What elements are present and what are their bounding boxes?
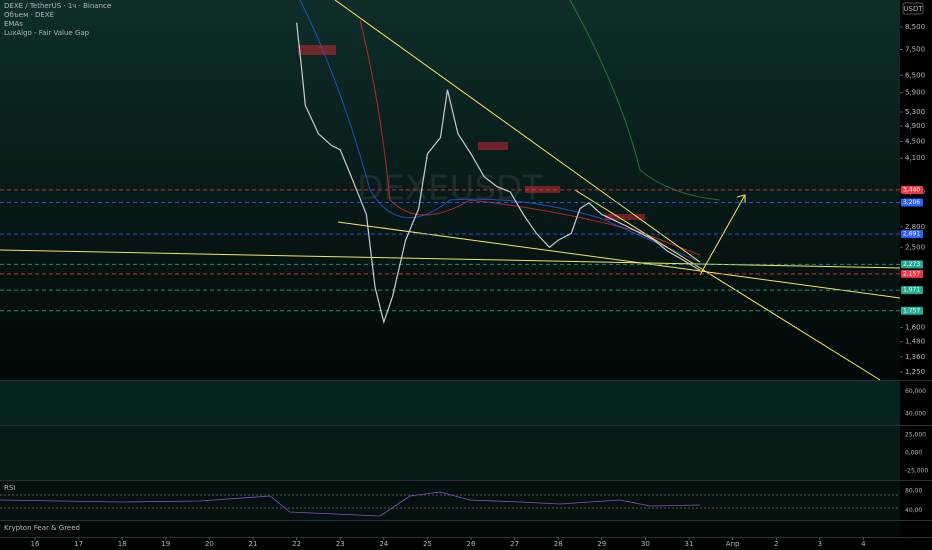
fvg-box xyxy=(478,142,508,150)
price-label: 1,250 xyxy=(905,368,925,376)
time-label: 19 xyxy=(161,540,170,548)
pane xyxy=(0,481,900,520)
price-tag xyxy=(901,230,923,239)
trend-line xyxy=(0,249,901,269)
price-label: 2,800 xyxy=(905,223,925,231)
rsi-line xyxy=(0,491,701,517)
trend-line xyxy=(337,221,901,299)
time-label: Апр xyxy=(726,540,740,548)
panel-label: Krypton Fear & Greed xyxy=(4,524,80,532)
price-label: 6,500 xyxy=(905,71,925,79)
indicator-label: EMAs xyxy=(4,20,23,28)
panel-tick-label: 40,000 xyxy=(905,410,926,417)
price-tag-label: 1,971 xyxy=(903,287,920,294)
time-label: 20 xyxy=(205,540,214,548)
price-tag xyxy=(901,269,923,278)
price-tag-label: 1,757 xyxy=(903,307,920,314)
ema-line xyxy=(299,0,701,263)
time-label: 17 xyxy=(74,540,83,548)
ema-line xyxy=(569,0,721,201)
pane xyxy=(0,521,900,537)
time-label: 28 xyxy=(554,540,563,548)
panel-label: RSI xyxy=(4,484,15,492)
trend-line xyxy=(334,0,701,263)
panel-tick-label: 80,00 xyxy=(905,487,922,494)
time-label: 30 xyxy=(641,540,650,548)
panel-tick-label: 25,000 xyxy=(905,432,926,439)
price-tag-label: 2,691 xyxy=(903,231,920,238)
currency: USDT xyxy=(903,5,923,13)
price-label: 1,600 xyxy=(905,324,925,332)
price-line xyxy=(296,22,701,325)
trend-line xyxy=(574,189,881,381)
price-label: 4,500 xyxy=(905,137,925,145)
price-tag xyxy=(901,286,923,295)
time-label: 21 xyxy=(249,540,258,548)
panel-tick-label: 60,000 xyxy=(905,388,926,395)
time-label: 3 xyxy=(818,540,822,548)
time-label: 22 xyxy=(292,540,301,548)
price-tag xyxy=(901,306,923,315)
price-label: 1,480 xyxy=(905,338,925,346)
price-tag-label: 3,440 xyxy=(903,186,920,193)
symbol-title: DEXE / TetherUS · 1ч · Binance xyxy=(4,2,111,10)
arrow xyxy=(699,194,746,276)
price-label: 2,500 xyxy=(905,243,925,251)
price-label: 1,360 xyxy=(905,353,925,361)
indicator-label: LuxAlgo - Fair Value Gap xyxy=(4,29,90,37)
price-label: 8,500 xyxy=(905,23,925,31)
time-label: 4 xyxy=(861,540,866,548)
price-label: 4,100 xyxy=(905,154,925,162)
price-tag-label: 2,157 xyxy=(903,270,920,277)
time-label: 25 xyxy=(423,540,432,548)
pane xyxy=(0,426,900,480)
ema-line xyxy=(359,19,701,256)
pane xyxy=(0,380,900,425)
watermark: DEXEUSDT xyxy=(357,169,543,209)
fvg-box xyxy=(298,45,336,55)
time-label: 16 xyxy=(31,540,40,548)
fvg-box xyxy=(605,214,645,220)
indicator-label: Объем · DEXE xyxy=(4,11,54,19)
currency-box xyxy=(902,2,924,15)
time-label: 27 xyxy=(510,540,519,548)
time-label: 23 xyxy=(336,540,345,548)
time-label: 18 xyxy=(118,540,127,548)
time-label: 31 xyxy=(685,540,694,548)
price-label: 5,900 xyxy=(905,89,925,97)
price-label: 4,900 xyxy=(905,122,925,130)
price-tag xyxy=(901,260,923,269)
panel-tick-label: 0,000 xyxy=(905,450,922,457)
price-tag xyxy=(901,185,923,194)
price-label: 5,300 xyxy=(905,108,925,116)
time-label: 24 xyxy=(379,540,388,548)
price-tag xyxy=(901,198,923,207)
price-tag-label: 3,206 xyxy=(903,199,920,206)
time-label: 29 xyxy=(597,540,606,548)
panel-tick-label: 40,00 xyxy=(905,507,922,514)
panel-tick-label: -25,000 xyxy=(905,468,928,475)
time-label: 2 xyxy=(774,540,778,548)
time-label: 26 xyxy=(467,540,476,548)
price-tag-label: 2,273 xyxy=(903,261,920,268)
price-label: 7,500 xyxy=(905,46,925,54)
